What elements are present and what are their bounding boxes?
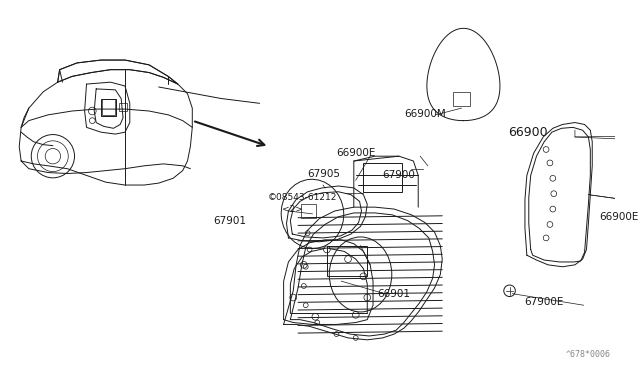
Bar [101,99,116,116]
Text: <2>: <2> [282,205,303,214]
Text: ^678*0006: ^678*0006 [566,350,611,359]
Bar [453,92,470,106]
Text: 67905: 67905 [308,169,340,179]
Text: 66900E: 66900E [337,148,376,158]
Text: 67900E: 67900E [524,297,563,307]
Bar [327,246,367,276]
Bar [301,204,316,218]
Text: 67901: 67901 [213,216,246,225]
Bar [119,103,127,111]
Text: 67900: 67900 [383,170,415,180]
Text: 66901: 66901 [377,289,410,299]
Text: 66900: 66900 [508,126,547,139]
Bar [364,163,402,192]
Bar [102,99,115,115]
Text: ©08543-61212: ©08543-61212 [268,193,337,202]
Text: 66900E: 66900E [599,212,638,222]
Text: 66900M: 66900M [404,109,445,119]
